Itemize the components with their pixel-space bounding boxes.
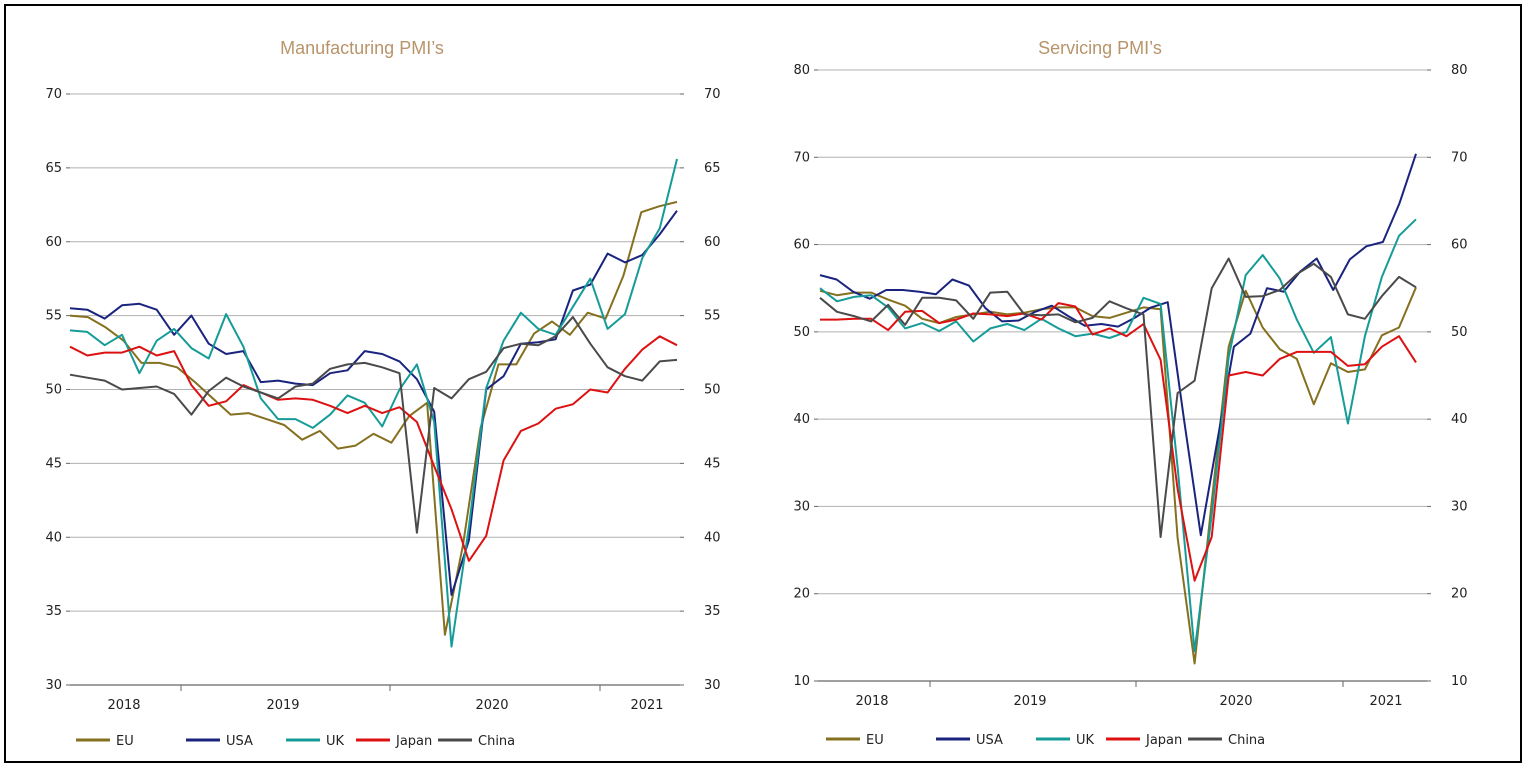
manufacturing-grid: 30 30 35 35 40 40 45 45 50 50 55 55 60 60 65 65 70 70: [45, 87, 720, 693]
x-year-label: 2020: [1219, 694, 1252, 709]
servicing-x-axis: 2018 2019 2020 2021: [855, 681, 1403, 709]
y-tick-label-right: 50: [1451, 325, 1468, 340]
legend-label-eu: EU: [116, 734, 134, 749]
series-line-uk: [819, 218, 1417, 653]
series-line-eu: [819, 286, 1417, 665]
y-tick-label-left: 30: [793, 499, 810, 514]
y-tick-label-right: 20: [1451, 587, 1468, 602]
series-line-uk: [69, 158, 678, 648]
legend-label-japan: Japan: [1145, 733, 1182, 748]
chart-frame: [4, 4, 1522, 763]
x-year-label: 2018: [855, 694, 888, 709]
x-year-label: 2019: [266, 698, 299, 713]
series-line-japan: [69, 335, 678, 562]
manufacturing-legend: EU USA UK Japan China: [76, 734, 515, 749]
y-tick-label-left: 20: [793, 587, 810, 602]
manufacturing-series: [69, 158, 678, 648]
y-tick-label-right: 40: [704, 530, 721, 545]
manufacturing-x-axis: 2018 2019 2020 2021: [107, 685, 664, 713]
legend-label-eu: EU: [866, 733, 884, 748]
x-year-label: 2020: [475, 698, 508, 713]
series-line-japan: [820, 302, 1417, 582]
y-tick-label-right: 45: [704, 456, 721, 471]
y-tick-label-left: 45: [45, 456, 62, 471]
y-tick-label-left: 70: [45, 87, 62, 102]
series-line-usa: [819, 153, 1417, 537]
legend-label-uk: UK: [1076, 733, 1095, 748]
legend-label-usa: USA: [226, 734, 253, 749]
y-tick-label-left: 70: [793, 150, 810, 165]
servicing-grid: 10 10 20 20 30 30 40 40 50 50 60 60 70 70 80 80: [793, 63, 1467, 689]
y-tick-label-right: 40: [1451, 412, 1468, 427]
servicing-series: [819, 153, 1417, 665]
y-tick-label-left: 60: [45, 235, 62, 250]
y-tick-label-left: 65: [45, 161, 62, 176]
legend-label-china: China: [478, 734, 515, 749]
y-tick-label-left: 55: [45, 309, 62, 324]
y-tick-label-right: 80: [1451, 63, 1468, 78]
servicing-legend: EU USA UK Japan China: [826, 733, 1265, 748]
x-year-label: 2018: [107, 698, 140, 713]
y-tick-label-right: 60: [704, 235, 721, 250]
y-tick-label-right: 65: [704, 161, 721, 176]
y-tick-label-right: 55: [704, 309, 721, 324]
y-tick-label-left: 30: [45, 678, 62, 693]
y-tick-label-left: 40: [45, 530, 62, 545]
y-tick-label-right: 10: [1451, 674, 1468, 689]
y-tick-label-right: 70: [704, 87, 721, 102]
y-tick-label-left: 10: [793, 674, 810, 689]
y-tick-label-left: 40: [793, 412, 810, 427]
manufacturing-title: Manufacturing PMI’s: [280, 38, 444, 58]
x-year-label: 2021: [1369, 694, 1402, 709]
y-tick-label-right: 30: [704, 678, 721, 693]
y-tick-label-right: 30: [1451, 499, 1468, 514]
y-tick-label-right: 50: [704, 383, 721, 398]
servicing-title: Servicing PMI’s: [1038, 38, 1162, 58]
y-tick-label-left: 35: [45, 604, 62, 619]
legend-label-japan: Japan: [395, 734, 432, 749]
series-line-china: [69, 316, 678, 534]
y-tick-label-right: 35: [704, 604, 721, 619]
manufacturing-chart: Manufacturing PMI’s 30 30 35 35 40 40 45 45 50 50…: [45, 38, 720, 749]
y-tick-label-right: 60: [1451, 238, 1468, 253]
x-year-label: 2019: [1013, 694, 1046, 709]
y-tick-label-left: 80: [793, 63, 810, 78]
y-tick-label-left: 50: [45, 383, 62, 398]
y-tick-label-left: 60: [793, 238, 810, 253]
series-line-eu: [69, 200, 678, 636]
legend-label-china: China: [1228, 733, 1265, 748]
series-line-china: [819, 257, 1417, 538]
y-tick-label-left: 50: [793, 325, 810, 340]
y-tick-label-right: 70: [1451, 150, 1468, 165]
legend-label-uk: UK: [326, 734, 345, 749]
x-year-label: 2021: [630, 698, 663, 713]
legend-label-usa: USA: [976, 733, 1003, 748]
